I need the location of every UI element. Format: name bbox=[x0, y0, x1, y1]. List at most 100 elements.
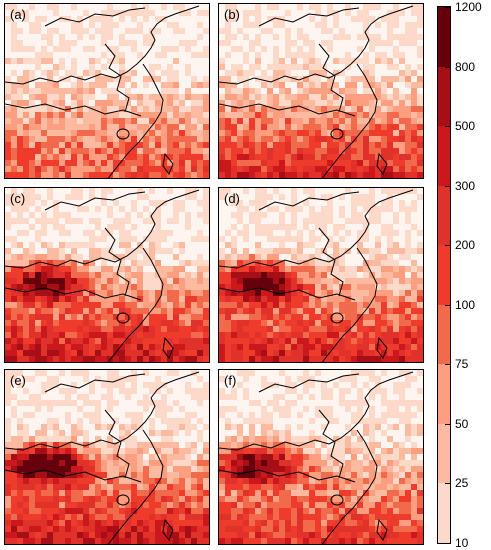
grid-cell bbox=[107, 520, 113, 526]
grid-cell bbox=[35, 230, 41, 236]
grid-cell bbox=[363, 70, 369, 76]
grid-cell bbox=[291, 472, 297, 478]
grid-cell bbox=[351, 350, 357, 356]
grid-cell bbox=[113, 136, 119, 142]
grid-cell bbox=[327, 260, 333, 266]
grid-cell bbox=[399, 532, 405, 538]
grid-cell bbox=[255, 160, 261, 166]
grid-cell bbox=[197, 362, 203, 363]
grid-cell bbox=[107, 58, 113, 64]
grid-cell bbox=[185, 218, 191, 224]
grid-cell bbox=[219, 106, 225, 112]
grid-cell bbox=[119, 526, 125, 532]
grid-cell bbox=[197, 106, 203, 112]
grid-cell bbox=[333, 230, 339, 236]
grid-cell bbox=[267, 496, 273, 502]
grid-cell bbox=[339, 544, 345, 545]
grid-cell bbox=[209, 148, 210, 154]
grid-cell bbox=[131, 82, 137, 88]
grid-cell bbox=[179, 248, 185, 254]
grid-cell bbox=[35, 278, 41, 284]
grid-cell bbox=[345, 52, 351, 58]
grid-cell bbox=[303, 112, 309, 118]
grid-cell bbox=[411, 148, 417, 154]
grid-cell bbox=[399, 160, 405, 166]
grid-cell bbox=[291, 212, 297, 218]
grid-cell bbox=[369, 356, 375, 362]
grid-cell bbox=[17, 502, 23, 508]
grid-cell bbox=[179, 472, 185, 478]
grid-cell bbox=[47, 544, 53, 545]
grid-cell bbox=[261, 100, 267, 106]
grid-cell bbox=[23, 46, 29, 52]
grid-cell bbox=[149, 242, 155, 248]
grid-cell bbox=[29, 22, 35, 28]
grid-cell bbox=[29, 376, 35, 382]
grid-cell bbox=[167, 466, 173, 472]
grid-cell bbox=[321, 424, 327, 430]
grid-cell bbox=[333, 484, 339, 490]
grid-cell bbox=[279, 326, 285, 332]
grid-cell bbox=[209, 266, 210, 272]
grid-cell bbox=[197, 212, 203, 218]
grid-cell bbox=[161, 496, 167, 502]
grid-cell bbox=[89, 514, 95, 520]
grid-cell bbox=[137, 350, 143, 356]
grid-cell bbox=[5, 124, 11, 130]
grid-cell bbox=[95, 218, 101, 224]
grid-cell bbox=[17, 260, 23, 266]
grid-cell bbox=[423, 64, 424, 70]
grid-cell bbox=[345, 266, 351, 272]
grid-cell bbox=[11, 520, 17, 526]
grid-cell bbox=[423, 356, 424, 362]
grid-cell bbox=[71, 442, 77, 448]
grid-cell bbox=[107, 532, 113, 538]
grid-cell bbox=[231, 332, 237, 338]
grid-cell bbox=[89, 218, 95, 224]
grid-cell bbox=[351, 194, 357, 200]
grid-cell bbox=[291, 344, 297, 350]
grid-cell bbox=[249, 362, 255, 363]
grid-cell bbox=[219, 194, 225, 200]
grid-cell bbox=[291, 382, 297, 388]
grid-cell bbox=[41, 320, 47, 326]
grid-cell bbox=[185, 194, 191, 200]
grid-cell bbox=[23, 178, 29, 179]
grid-cell bbox=[5, 442, 11, 448]
grid-cell bbox=[83, 296, 89, 302]
grid-cell bbox=[47, 356, 53, 362]
grid-cell bbox=[155, 236, 161, 242]
grid-cell bbox=[95, 254, 101, 260]
grid-cell bbox=[119, 178, 125, 179]
grid-cell bbox=[333, 314, 339, 320]
grid-cell bbox=[315, 454, 321, 460]
grid-cell bbox=[291, 454, 297, 460]
grid-cell bbox=[89, 460, 95, 466]
grid-cell bbox=[173, 46, 179, 52]
grid-cell bbox=[197, 466, 203, 472]
grid-cell bbox=[125, 376, 131, 382]
grid-cell bbox=[65, 418, 71, 424]
map-outline bbox=[321, 63, 378, 178]
grid-cell bbox=[5, 16, 11, 22]
grid-cell bbox=[393, 52, 399, 58]
grid-cell bbox=[161, 94, 167, 100]
grid-cell bbox=[149, 544, 155, 545]
grid-cell bbox=[369, 362, 375, 363]
grid-cell bbox=[119, 472, 125, 478]
grid-cell bbox=[17, 448, 23, 454]
grid-cell bbox=[267, 172, 273, 178]
grid-cell bbox=[417, 284, 423, 290]
grid-cell bbox=[411, 442, 417, 448]
grid-cell bbox=[107, 472, 113, 478]
grid-cell bbox=[255, 124, 261, 130]
grid-cell bbox=[405, 142, 411, 148]
grid-cell bbox=[231, 254, 237, 260]
grid-cell bbox=[285, 28, 291, 34]
grid-cell bbox=[35, 478, 41, 484]
grid-cell bbox=[29, 266, 35, 272]
grid-cell bbox=[315, 320, 321, 326]
grid-cell bbox=[321, 320, 327, 326]
grid-cell bbox=[155, 442, 161, 448]
grid-cell bbox=[345, 490, 351, 496]
